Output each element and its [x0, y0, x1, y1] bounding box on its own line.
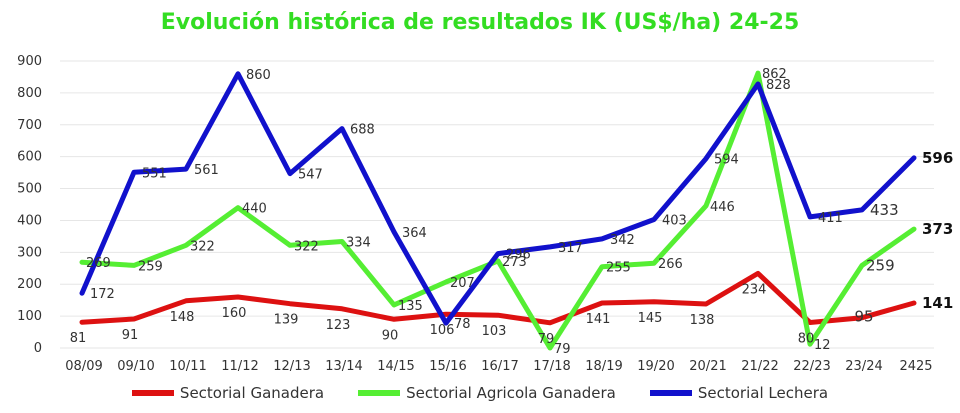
data-label: 322 [294, 239, 319, 254]
x-tick-label: 12/13 [273, 359, 310, 374]
x-tick-label: 08/09 [65, 359, 102, 374]
legend-item: Sectorial Ganadera [131, 384, 325, 402]
x-tick-label: 10/11 [169, 359, 206, 374]
data-label: 403 [662, 213, 687, 228]
data-label: 269 [86, 256, 111, 271]
data-label: 561 [194, 163, 219, 178]
data-label: 342 [610, 233, 635, 248]
axis-layer: 0 100 200 300 400 500 600 700 800 900 08/09 09/10 10… [17, 54, 932, 374]
line-chart: 81 91 148 160 139 123 90 106 103 79 141 145 138 234 80… [17, 54, 954, 374]
y-tick-label: 900 [17, 54, 42, 69]
data-label: 148 [170, 310, 195, 325]
data-label: 79 [554, 342, 571, 357]
legend-swatch [131, 390, 174, 396]
data-label: 135 [398, 299, 423, 314]
x-tick-label: 23/24 [845, 359, 882, 374]
legend-swatch [358, 390, 401, 396]
legend-label: Sectorial Ganadera [179, 384, 325, 402]
x-tick-label: 09/10 [117, 359, 154, 374]
x-tick-label: 20/21 [689, 359, 726, 374]
x-tick-label: 17/18 [533, 359, 570, 374]
data-label: 446 [710, 200, 735, 215]
series-line-sectorial-ganadera [79, 270, 917, 326]
data-label: 79 [538, 332, 555, 347]
data-label: 80 [798, 331, 815, 346]
y-tick-label: 400 [17, 213, 42, 228]
data-label: 860 [246, 68, 271, 83]
data-label: 317 [558, 241, 583, 256]
data-label: 145 [638, 311, 663, 326]
series-line-sectorial-lechera [79, 71, 917, 326]
data-label: 90 [382, 328, 399, 343]
data-label: 828 [766, 78, 791, 93]
legend: Sectorial Ganadera Sectorial Agricola Gan… [0, 384, 960, 402]
data-label: 141 [586, 312, 611, 327]
y-tick-label: 300 [17, 245, 42, 260]
y-tick-label: 800 [17, 86, 42, 101]
data-label: 547 [298, 168, 323, 183]
data-label: 91 [122, 328, 139, 343]
data-label: 322 [190, 239, 215, 254]
series-line-sectorial-agricola-ganadera [79, 70, 917, 351]
x-tick-label: 2425 [899, 359, 932, 374]
data-label: 78 [454, 317, 471, 332]
x-tick-label: 19/20 [637, 359, 674, 374]
y-tick-label: 100 [17, 309, 42, 324]
data-label: 433 [870, 201, 899, 219]
chart-title: Evolución histórica de resultados IK (US… [160, 10, 800, 35]
legend-item: Sectorial Agricola Ganadera [358, 384, 616, 402]
data-label: 862 [762, 67, 787, 82]
x-tick-label: 15/16 [429, 359, 466, 374]
data-label: 123 [326, 318, 351, 333]
data-label: 334 [346, 235, 371, 250]
legend-swatch [649, 390, 692, 396]
data-label: 594 [714, 153, 739, 168]
y-tick-label: 0 [34, 341, 42, 356]
data-label: 373 [922, 220, 953, 238]
y-tick-label: 200 [17, 277, 42, 292]
data-label: 255 [606, 261, 631, 276]
data-label: 106 [430, 323, 455, 338]
data-label: 551 [142, 166, 167, 181]
x-tick-label: 21/22 [741, 359, 778, 374]
y-tick-label: 700 [17, 118, 42, 133]
data-label: 596 [922, 149, 953, 167]
data-label: 364 [402, 226, 427, 241]
lines-layer [79, 70, 917, 351]
data-label: 411 [818, 211, 843, 226]
data-label: 12 [814, 338, 831, 353]
labels-layer: 81 91 148 160 139 123 90 106 103 79 141 145 138 234 80… [70, 67, 954, 357]
data-label: 266 [658, 257, 683, 272]
data-label: 259 [866, 256, 895, 274]
data-label: 81 [70, 331, 87, 346]
data-label: 296 [506, 248, 531, 263]
data-label: 172 [90, 287, 115, 302]
data-label: 259 [138, 259, 163, 274]
x-tick-label: 18/19 [585, 359, 622, 374]
legend-label: Sectorial Lechera [697, 384, 829, 402]
data-label: 688 [350, 123, 375, 138]
data-label: 273 [502, 255, 527, 270]
data-label: 440 [242, 202, 267, 217]
data-label: 160 [222, 306, 247, 321]
data-label: 141 [922, 294, 953, 312]
x-tick-label: 14/15 [377, 359, 414, 374]
x-tick-label: 22/23 [793, 359, 830, 374]
x-tick-label: 13/14 [325, 359, 362, 374]
x-tick-label: 11/12 [221, 359, 258, 374]
legend-item: Sectorial Lechera [649, 384, 829, 402]
y-tick-label: 600 [17, 150, 42, 165]
data-label: 139 [274, 313, 299, 328]
data-label: 234 [742, 282, 767, 297]
legend-label: Sectorial Agricola Ganadera [406, 384, 616, 402]
data-label: 103 [482, 324, 507, 339]
x-tick-label: 16/17 [481, 359, 518, 374]
data-label: 207 [450, 276, 475, 291]
data-label: 95 [854, 308, 873, 326]
y-tick-label: 500 [17, 182, 42, 197]
data-label: 138 [690, 313, 715, 328]
